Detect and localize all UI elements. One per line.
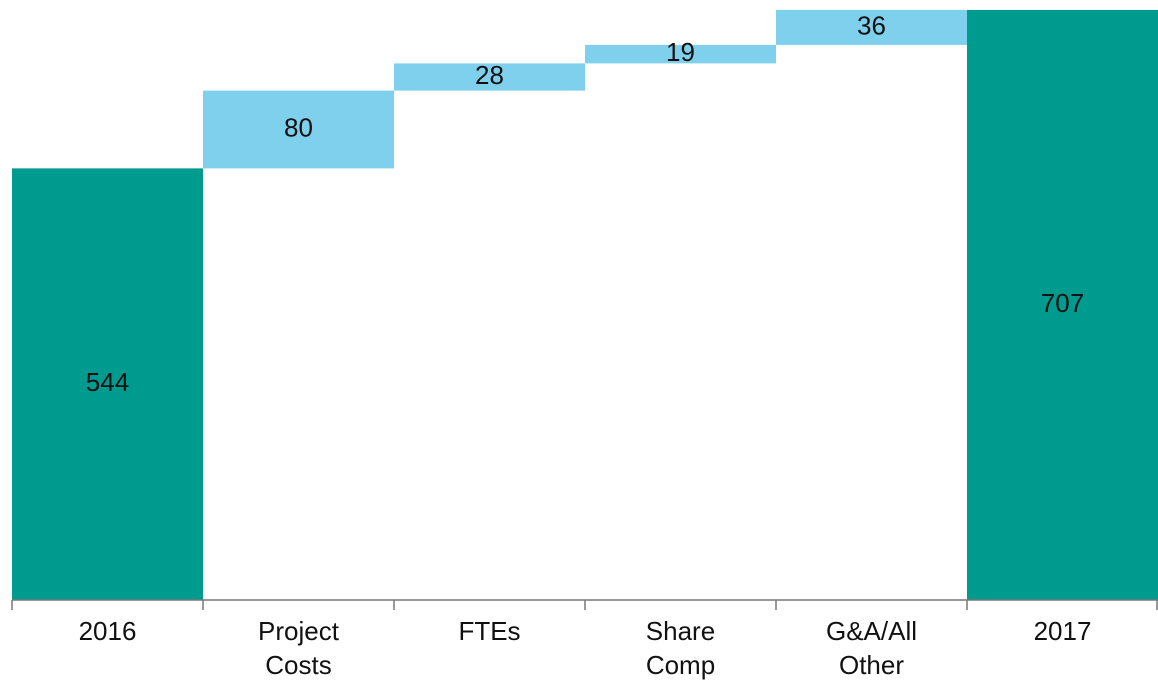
- delta-bar: [203, 90, 394, 169]
- x-tick-label: 2016: [78, 616, 137, 646]
- data-label: 80: [284, 112, 313, 142]
- total-bar: [967, 9, 1158, 601]
- delta-bar: [394, 63, 585, 91]
- x-tick-label: G&A/All Other: [825, 616, 918, 680]
- x-tick-label: 2017: [1033, 616, 1092, 646]
- data-label: 19: [666, 37, 695, 67]
- x-tick-label: Share Comp: [645, 616, 716, 680]
- data-label: 28: [475, 60, 504, 90]
- x-tick-label: Project Costs: [258, 616, 339, 680]
- x-tick-label: FTEs: [458, 616, 521, 646]
- data-label: 707: [1041, 288, 1084, 318]
- total-bar: [12, 168, 203, 600]
- delta-bar: [776, 9, 967, 45]
- data-label: 544: [86, 367, 129, 397]
- data-label: 36: [857, 10, 886, 40]
- delta-bar: [585, 44, 776, 64]
